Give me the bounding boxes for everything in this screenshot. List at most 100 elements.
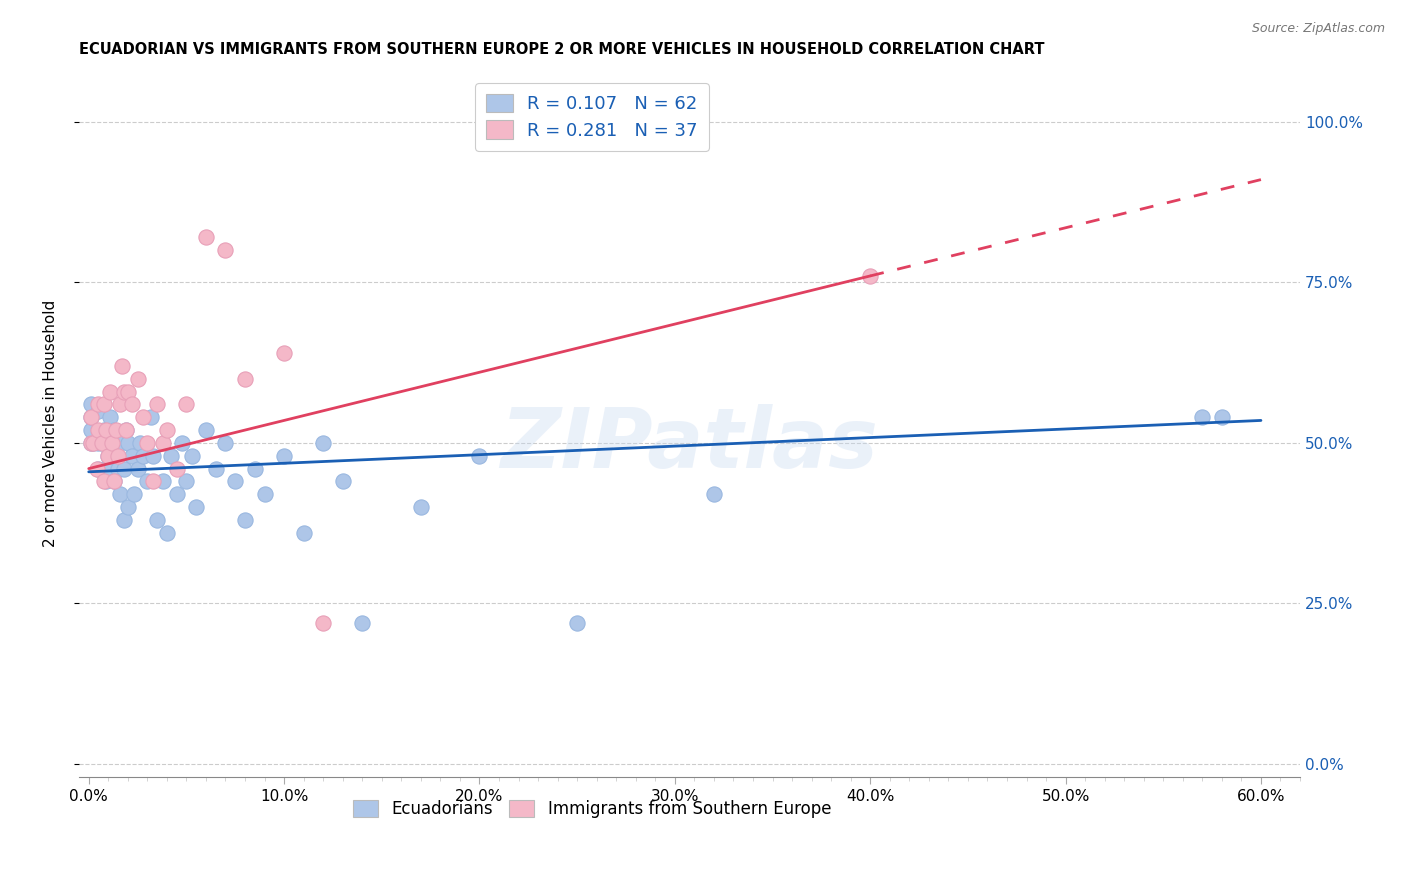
Point: [112, 513, 135, 527]
Point: [233, 513, 256, 527]
Point: [352, 615, 374, 630]
Point: [91, 436, 114, 450]
Point: [86, 461, 108, 475]
Point: [93, 461, 115, 475]
Point: [82, 436, 104, 450]
Text: ZIPatlas: ZIPatlas: [501, 404, 879, 485]
Point: [186, 500, 208, 515]
Point: [93, 423, 115, 437]
Point: [101, 436, 124, 450]
Point: [112, 384, 135, 399]
Point: [156, 525, 179, 540]
Point: [292, 525, 315, 540]
Point: [111, 359, 134, 373]
Point: [703, 487, 725, 501]
Point: [176, 397, 198, 411]
Point: [136, 475, 159, 489]
Point: [176, 475, 198, 489]
Point: [117, 436, 139, 450]
Point: [565, 615, 588, 630]
Point: [98, 384, 121, 399]
Point: [103, 423, 125, 437]
Point: [105, 423, 128, 437]
Point: [152, 436, 174, 450]
Point: [312, 615, 335, 630]
Point: [127, 372, 149, 386]
Point: [117, 384, 139, 399]
Point: [273, 449, 295, 463]
Point: [122, 487, 145, 501]
Point: [82, 436, 104, 450]
Point: [121, 449, 143, 463]
Point: [103, 475, 125, 489]
Point: [166, 461, 188, 475]
Point: [128, 436, 150, 450]
Point: [142, 475, 165, 489]
Point: [146, 397, 169, 411]
Point: [166, 487, 188, 501]
Point: [87, 461, 110, 475]
Point: [273, 346, 295, 360]
Point: [152, 475, 174, 489]
Point: [87, 436, 110, 450]
Point: [159, 449, 181, 463]
Point: [108, 436, 131, 450]
Point: [112, 461, 135, 475]
Point: [98, 461, 121, 475]
Point: [121, 397, 143, 411]
Point: [108, 487, 131, 501]
Point: [204, 461, 226, 475]
Point: [79, 423, 101, 437]
Point: [93, 475, 115, 489]
Point: [79, 410, 101, 425]
Point: [1211, 410, 1233, 425]
Point: [194, 423, 217, 437]
Point: [312, 436, 335, 450]
Point: [87, 423, 110, 437]
Point: [141, 410, 163, 425]
Point: [146, 513, 169, 527]
Legend: Ecuadorians, Immigrants from Southern Europe: Ecuadorians, Immigrants from Southern Eu…: [346, 794, 838, 825]
Point: [224, 475, 246, 489]
Point: [1191, 410, 1213, 425]
Text: ECUADORIAN VS IMMIGRANTS FROM SOUTHERN EUROPE 2 OR MORE VEHICLES IN HOUSEHOLD CO: ECUADORIAN VS IMMIGRANTS FROM SOUTHERN E…: [79, 42, 1045, 57]
Point: [214, 244, 236, 258]
Point: [96, 436, 118, 450]
Point: [214, 436, 236, 450]
Point: [132, 449, 155, 463]
Point: [87, 404, 110, 418]
Y-axis label: 2 or more Vehicles in Household: 2 or more Vehicles in Household: [44, 300, 58, 548]
Point: [132, 410, 155, 425]
Point: [172, 436, 194, 450]
Point: [253, 487, 276, 501]
Point: [117, 500, 139, 515]
Point: [79, 436, 101, 450]
Point: [136, 436, 159, 450]
Point: [107, 461, 129, 475]
Point: [101, 449, 124, 463]
Point: [156, 423, 179, 437]
Point: [859, 268, 882, 283]
Point: [107, 449, 129, 463]
Point: [79, 436, 101, 450]
Point: [97, 449, 120, 463]
Point: [79, 397, 101, 411]
Point: [115, 423, 138, 437]
Point: [115, 423, 138, 437]
Point: [97, 449, 120, 463]
Point: [103, 475, 125, 489]
Point: [98, 410, 121, 425]
Point: [468, 449, 491, 463]
Point: [93, 397, 115, 411]
Text: Source: ZipAtlas.com: Source: ZipAtlas.com: [1251, 22, 1385, 36]
Point: [108, 397, 131, 411]
Point: [194, 230, 217, 244]
Point: [87, 397, 110, 411]
Point: [79, 410, 101, 425]
Point: [142, 449, 165, 463]
Point: [91, 436, 114, 450]
Point: [96, 423, 118, 437]
Point: [96, 475, 118, 489]
Point: [243, 461, 266, 475]
Point: [233, 372, 256, 386]
